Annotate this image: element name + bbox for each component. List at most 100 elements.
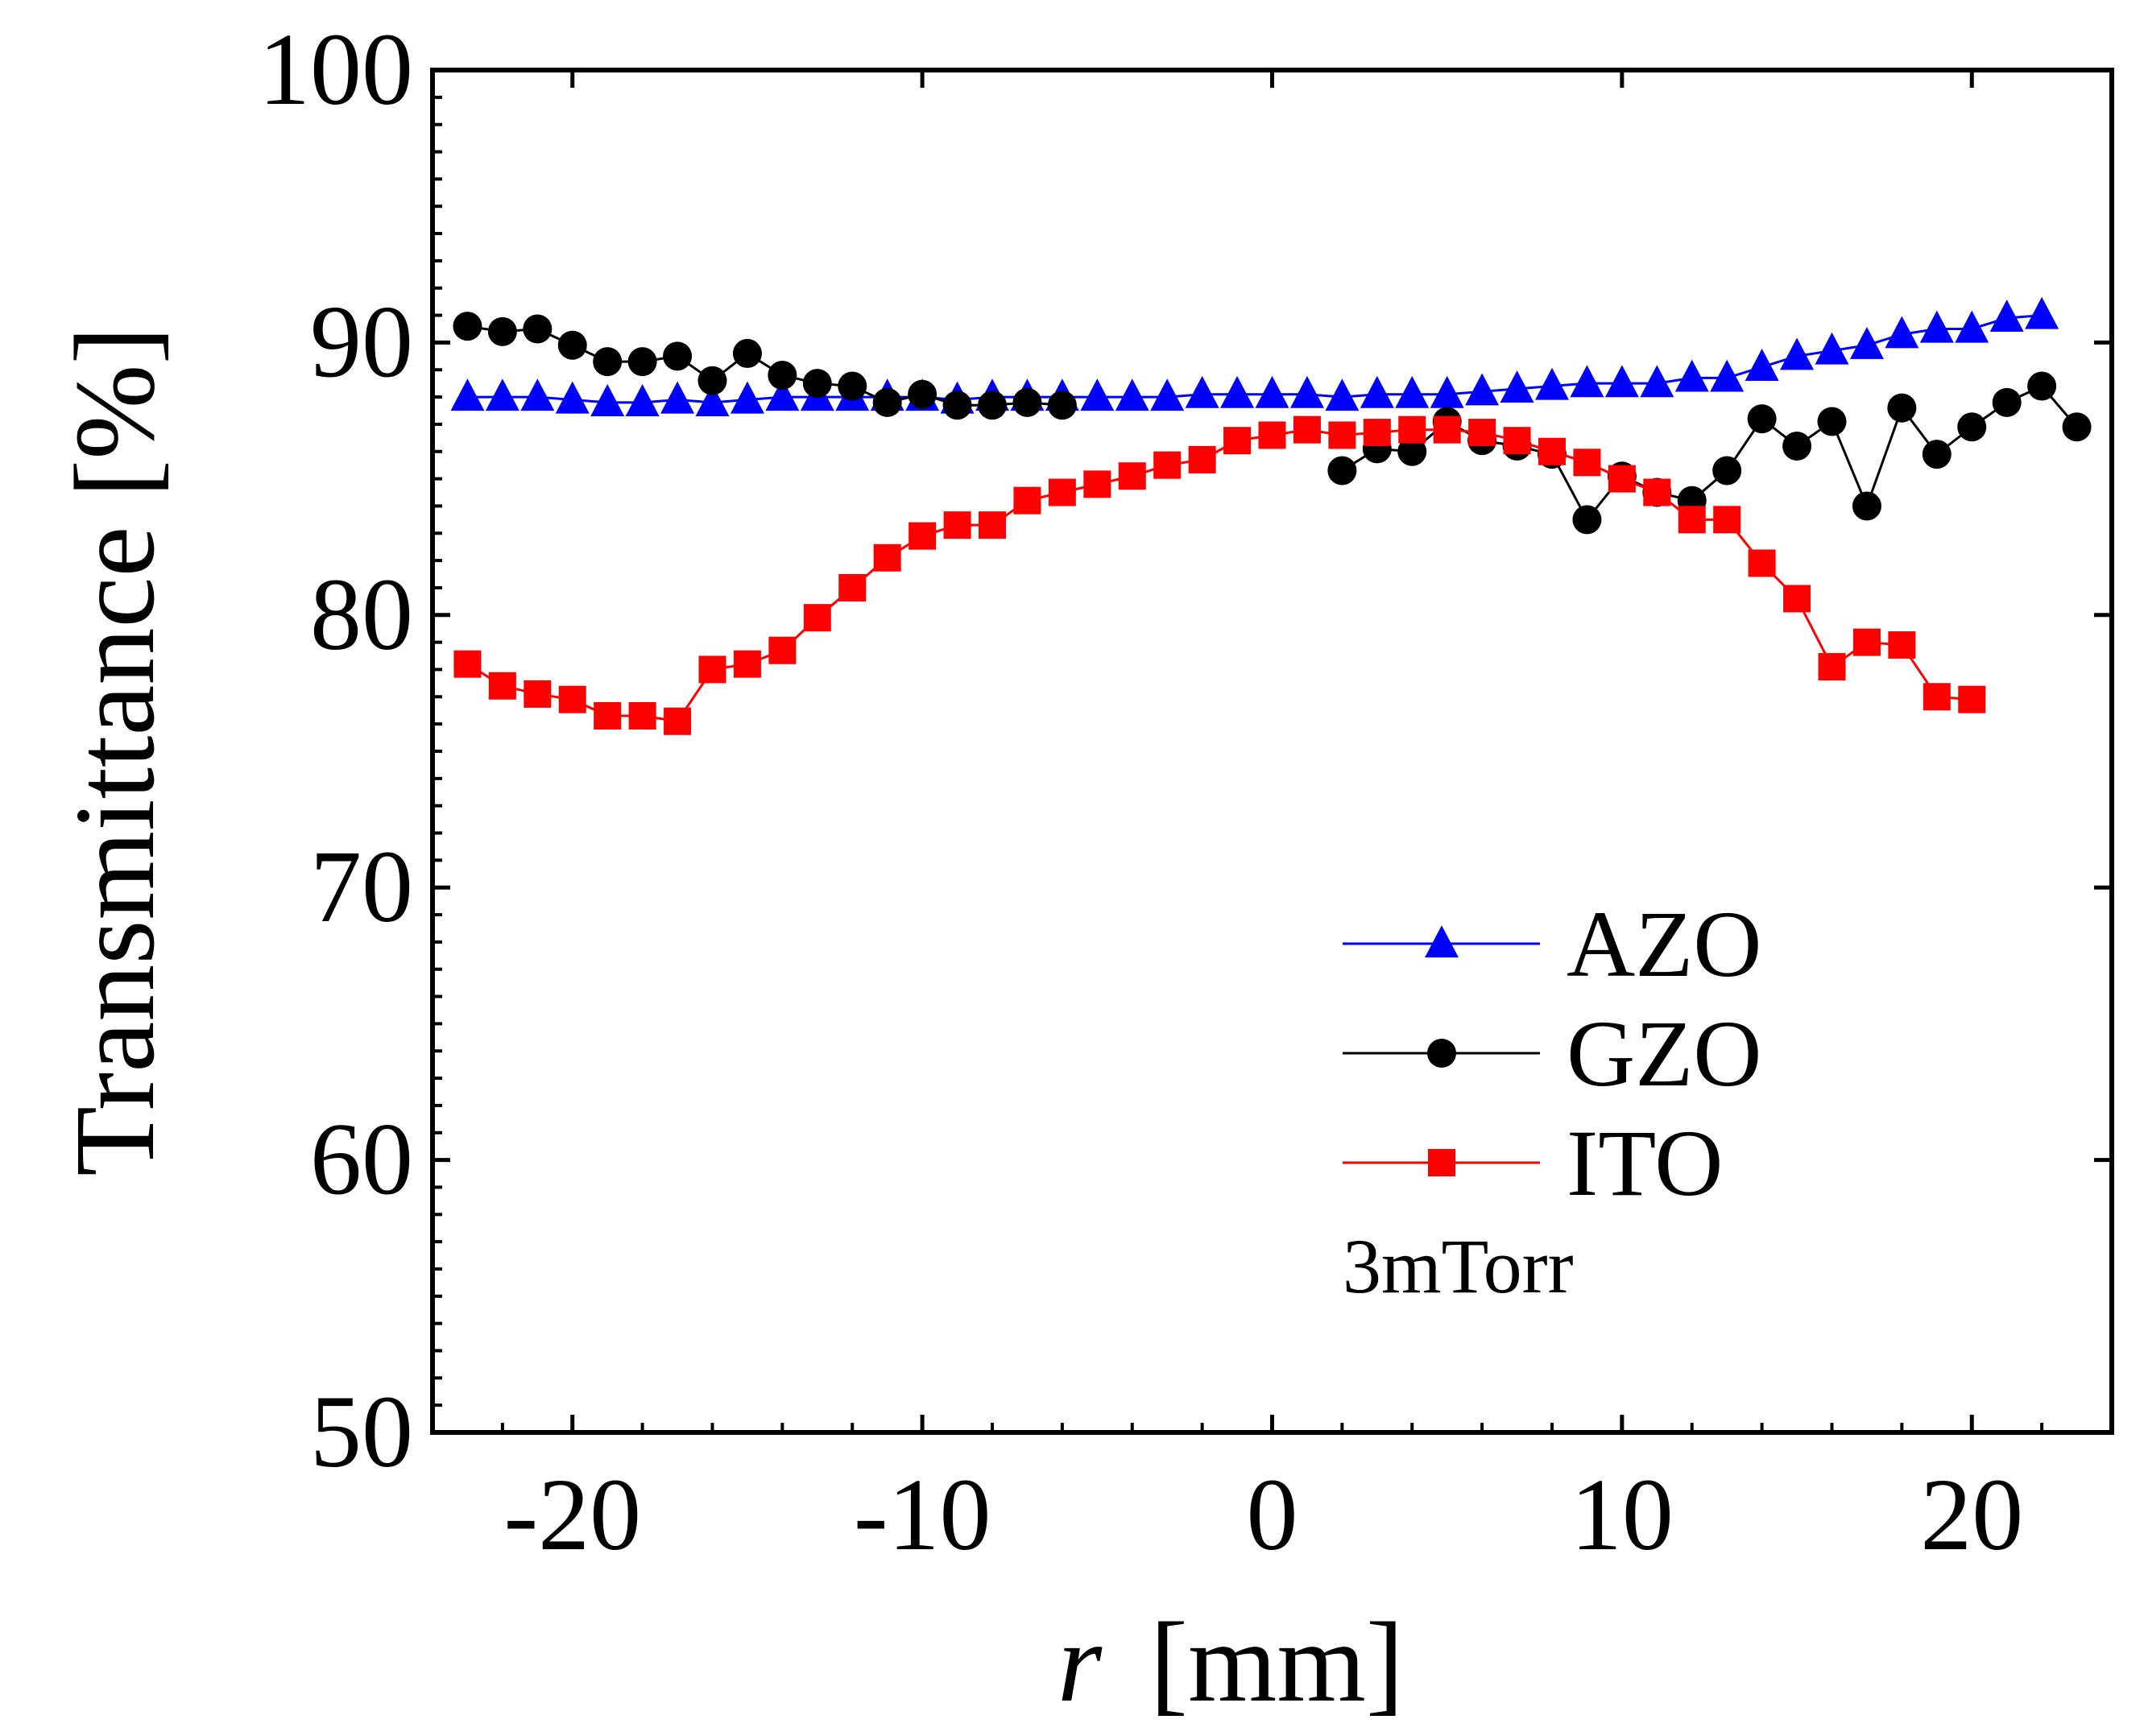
data-point-azo [1745,349,1779,381]
data-point-ito [838,573,867,601]
data-point-azo [520,378,555,411]
data-point-gzo [1572,505,1602,535]
data-point-gzo [1817,407,1847,436]
data-point-azo [1849,326,1884,359]
data-point-gzo [1992,387,2022,417]
data-point-ito [909,522,937,550]
data-point-gzo [838,371,867,401]
data-point-gzo [1852,491,1881,521]
series-layer [450,296,2092,735]
data-point-gzo [557,330,587,360]
data-point-gzo [1782,431,1812,461]
data-point-gzo [1887,393,1917,423]
data-point-ito [1118,462,1146,490]
data-point-azo [2025,296,2059,329]
data-point-ito [594,702,622,730]
data-point-azo [1780,337,1815,370]
data-point-ito [873,544,901,572]
data-point-ito [1223,427,1252,455]
data-point-azo [1674,359,1709,392]
data-point-gzo [802,369,832,399]
data-point-gzo [453,312,482,341]
data-point-gzo [1047,391,1077,420]
data-point-ito [1852,628,1881,656]
series-line-azo [467,314,2043,404]
x-axis-title-variable: r [1058,1598,1103,1726]
data-point-ito [803,604,831,632]
data-point-azo [1570,365,1604,398]
data-point-azo [1360,375,1394,408]
data-point-ito [1888,631,1916,659]
data-point-azo [555,381,590,414]
data-point-ito [453,650,482,678]
data-point-azo [765,378,800,411]
data-point-ito [1293,415,1321,444]
data-point-gzo [732,338,762,368]
x-tick-label: -10 [854,1457,991,1572]
legend-item-ito: ITO [1343,1110,1723,1216]
data-point-ito [1748,549,1776,577]
data-point-azo [1289,375,1324,408]
data-point-azo [1500,370,1534,403]
data-point-azo [1604,365,1639,398]
legend-item-gzo: GZO [1343,1001,1762,1106]
data-point-ito [1923,683,1951,711]
data-point-ito [1188,445,1216,473]
data-point-gzo [627,347,657,377]
data-point-azo [450,378,485,411]
series-azo [450,296,2059,416]
data-point-ito [1713,506,1741,534]
axis-ticks [431,68,2113,1435]
data-point-gzo [663,341,693,371]
data-point-gzo [768,361,797,391]
data-point-ito [628,702,656,730]
x-axis-title-unit: [mm] [1150,1598,1404,1726]
data-point-gzo [872,387,902,417]
y-tick-label: 100 [259,12,413,126]
data-point-gzo [2062,412,2092,442]
legend-marker [1425,925,1459,958]
data-point-azo [1640,365,1674,398]
data-point-ito [488,672,516,700]
data-point-azo [1325,378,1360,411]
data-point-ito [1153,451,1182,479]
data-point-ito [1503,427,1531,455]
data-point-ito [979,511,1006,539]
data-point-azo [625,384,660,416]
data-point-azo [1220,375,1255,408]
y-tick-label: 50 [310,1374,413,1489]
data-point-ito [733,650,761,678]
data-point-ito [1433,415,1461,444]
data-point-azo [1885,316,1919,349]
data-point-gzo [487,316,517,346]
series-ito [453,415,1986,735]
data-point-ito [1258,421,1286,449]
data-point-gzo [1922,440,1952,469]
data-point-ito [664,707,692,735]
data-point-ito [698,655,726,684]
data-point-azo [1815,332,1849,365]
data-point-ito [1608,465,1636,493]
data-point-ito [943,511,971,539]
data-point-azo [1989,300,2024,333]
x-axis-title: r [mm] [1058,1598,1404,1726]
data-point-azo [1080,378,1115,411]
legend-item-azo: AZO [1343,891,1762,997]
data-point-ito [1818,653,1846,681]
data-point-gzo [1957,412,1987,442]
data-point-ito [1573,448,1601,477]
data-point-gzo [908,379,937,409]
data-point-azo [660,381,695,414]
x-tick-label: -20 [503,1457,641,1572]
data-point-azo [1255,375,1289,408]
data-point-azo [1430,375,1464,408]
data-point-ito [1468,419,1496,447]
data-point-ito [1013,486,1041,515]
data-point-gzo [978,391,1007,420]
data-point-gzo [1012,387,1042,417]
data-point-ito [1048,478,1076,506]
data-point-azo [485,378,519,411]
data-point-azo [1535,367,1569,400]
